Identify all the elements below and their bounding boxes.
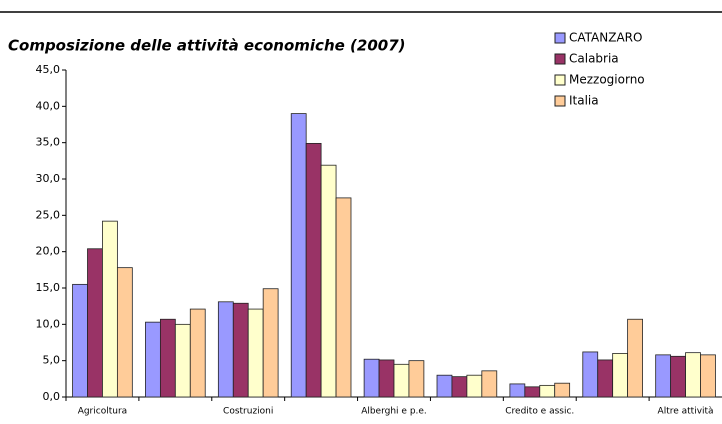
x-tick-label: Costruzioni	[223, 407, 273, 417]
bar	[87, 248, 103, 398]
y-tick-label: 30,0	[36, 172, 61, 185]
bar	[116, 267, 133, 398]
bar	[72, 283, 88, 398]
x-tick-label: Alberghi e p.e.	[361, 407, 427, 417]
bar	[247, 308, 264, 398]
legend-swatch	[554, 32, 566, 44]
bar	[159, 318, 176, 398]
bar	[554, 382, 571, 398]
bar	[612, 352, 629, 398]
legend-label: Calabria	[569, 52, 619, 66]
y-tick-label: 10,0	[36, 317, 61, 330]
y-tick-label: 15,0	[36, 281, 61, 294]
bar	[335, 197, 352, 398]
bar	[436, 374, 453, 398]
bar	[466, 374, 483, 398]
y-tick-label: 45,0	[36, 63, 61, 76]
bar	[597, 359, 614, 398]
bar	[524, 386, 541, 398]
bar	[685, 352, 701, 398]
y-tick-label: 5,0	[43, 354, 61, 367]
bar	[305, 142, 322, 398]
bar	[700, 354, 716, 398]
bar	[655, 354, 672, 398]
legend-swatch	[554, 53, 566, 65]
bar	[582, 351, 599, 398]
x-tick-label: Agricoltura	[78, 407, 127, 417]
y-tick-label: 40,0	[36, 99, 61, 112]
bar	[189, 308, 206, 398]
bar	[670, 355, 686, 398]
bar	[378, 359, 395, 398]
bar	[320, 164, 337, 398]
legend-swatch	[554, 95, 566, 107]
bar	[174, 323, 191, 398]
y-tick-label: 25,0	[36, 208, 61, 221]
x-tick-label: Credito e assic.	[505, 407, 574, 417]
bar	[393, 363, 410, 398]
bar	[539, 384, 556, 398]
bar	[363, 358, 380, 398]
bar	[262, 288, 279, 398]
bar	[408, 360, 425, 398]
legend-swatch	[554, 74, 566, 86]
bar	[481, 370, 498, 398]
legend-label: CATANZARO	[569, 31, 642, 45]
y-tick-label: 35,0	[36, 136, 61, 149]
bar	[509, 383, 526, 398]
bar	[232, 302, 249, 398]
bar	[451, 376, 468, 398]
legend-label: Mezzogiorno	[569, 73, 645, 87]
bar	[290, 113, 307, 398]
bar	[102, 220, 118, 398]
y-tick-label: 0,0	[43, 390, 61, 403]
legend-label: Italia	[569, 94, 599, 108]
chart-title: Composizione delle attività economiche (…	[8, 37, 406, 55]
bar	[217, 301, 234, 398]
y-tick-label: 20,0	[36, 245, 61, 258]
bar	[627, 318, 643, 398]
bar	[145, 321, 161, 398]
x-tick-label: Altre attività	[658, 407, 714, 417]
